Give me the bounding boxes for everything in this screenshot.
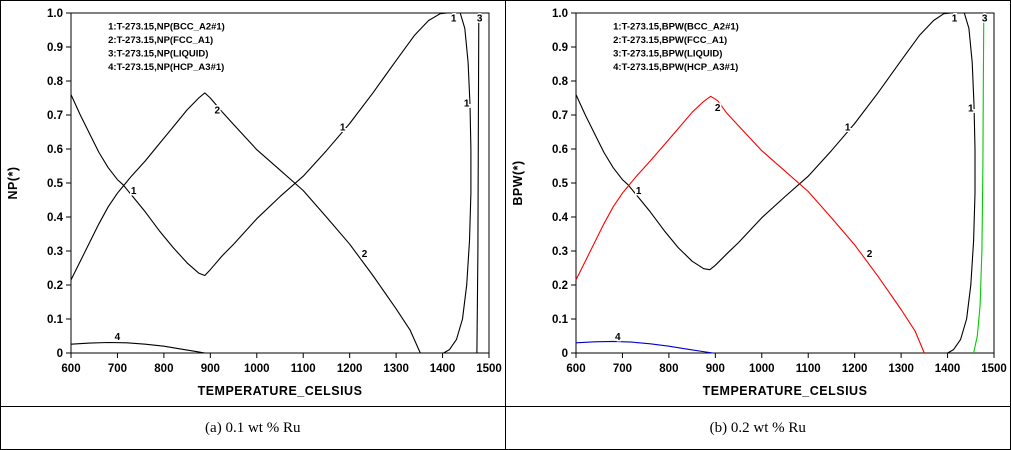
series-LIQUID <box>476 12 480 354</box>
y-tick-label: 0.6 <box>552 144 568 156</box>
x-tick-label: 1400 <box>934 363 960 375</box>
x-tick-label: 800 <box>659 363 678 375</box>
x-tick-label: 800 <box>154 363 173 375</box>
y-axis-title: BPW(*) <box>511 160 525 205</box>
y-tick-label: 0.4 <box>552 212 569 224</box>
curve-label: 1 <box>451 14 457 25</box>
x-tick-label: 1500 <box>476 363 502 375</box>
curve-label: 1 <box>464 99 470 110</box>
x-tick-label: 900 <box>201 363 220 375</box>
curve-label: 1 <box>967 104 973 115</box>
x-tick-label: 1200 <box>841 363 867 375</box>
chart-a-np-vs-temperature: 600 700 800 900 1000 1100 1200 1300 1400 1500 0 0.1… <box>6 8 502 398</box>
chart-b-cell: 600 700 800 900 1000 1100 1200 1300 1400 1500 0 0.1… <box>505 1 1010 407</box>
x-tick-label: 700 <box>612 363 631 375</box>
curve-label: 1 <box>635 186 641 197</box>
x-tick-label: 1000 <box>244 363 270 375</box>
y-tick-label: 0.9 <box>552 42 568 54</box>
x-tick-label: 600 <box>61 363 80 375</box>
y-tick-label: 0 <box>57 348 63 360</box>
y-tick-label: 0.9 <box>47 42 63 54</box>
legend-entry: 2:T-273.15,BPW(FCC_A1) <box>613 35 727 46</box>
x-tick-label: 1500 <box>981 363 1007 375</box>
y-tick-label: 0.6 <box>47 144 63 156</box>
series-BCC_A2#1 <box>70 12 472 354</box>
curve-label: 4 <box>115 332 121 343</box>
x-tick-label: 1400 <box>430 363 456 375</box>
y-tick-label: 0.2 <box>552 280 568 292</box>
y-tick-label: 0.2 <box>47 280 63 292</box>
x-tick-label: 1300 <box>888 363 914 375</box>
y-tick-label: 0 <box>561 348 567 360</box>
y-tick-label: 0.7 <box>47 110 63 122</box>
curve-label: 1 <box>951 14 957 25</box>
caption-a-text: (a) 0.1 wt % Ru <box>205 419 301 436</box>
y-tick-label: 0.1 <box>552 314 569 326</box>
curve-label: 2 <box>714 103 720 114</box>
series-HCP_A3#1 <box>575 340 713 354</box>
y-axis-title: NP(*) <box>6 166 20 199</box>
curve-label: 3 <box>477 14 483 25</box>
x-tick-label: 1100 <box>291 363 316 375</box>
y-tick-label: 0.8 <box>552 76 569 88</box>
legend-entry: 1:T-273.15,BPW(BCC_A2#1) <box>613 21 739 32</box>
y-tick-label: 1.0 <box>47 8 63 20</box>
x-tick-label: 1300 <box>383 363 409 375</box>
x-tick-label: 700 <box>108 363 127 375</box>
legend-entry: 4:T-273.15,BPW(HCP_A3#1) <box>613 62 738 73</box>
x-tick-label: 900 <box>705 363 724 375</box>
curve-label: 4 <box>615 332 621 343</box>
series-BCC_A2#1 <box>574 12 976 354</box>
x-tick-label: 1100 <box>795 363 820 375</box>
series-FCC_A1 <box>70 92 421 354</box>
x-tick-label: 1200 <box>337 363 363 375</box>
y-tick-label: 0.4 <box>47 212 64 224</box>
chart-b-bpw-vs-temperature: 600 700 800 900 1000 1100 1200 1300 1400 1500 0 0.1… <box>511 8 1007 398</box>
caption-b-text: (b) 0.2 wt % Ru <box>709 419 806 436</box>
chart-a-cell: 600 700 800 900 1000 1100 1200 1300 1400 1500 0 0.1… <box>1 1 506 407</box>
x-axis-title: TEMPERATURE_CELSIUS <box>702 384 867 398</box>
y-tick-label: 0.3 <box>47 246 63 258</box>
series-FCC_A1 <box>575 95 925 354</box>
caption-a-cell: (a) 0.1 wt % Ru <box>1 407 506 449</box>
legend-entry: 1:T-273.15,NP(BCC_A2#1) <box>108 21 225 32</box>
caption-b-cell: (b) 0.2 wt % Ru <box>505 407 1010 449</box>
series-LIQUID <box>972 12 984 354</box>
x-tick-label: 600 <box>566 363 585 375</box>
curve-label: 3 <box>981 14 987 25</box>
legend-entry: 4:T-273.15,NP(HCP_A3#1) <box>108 62 224 73</box>
y-tick-label: 0.3 <box>552 246 568 258</box>
y-tick-label: 0.1 <box>47 314 64 326</box>
y-tick-label: 0.5 <box>552 178 569 190</box>
y-tick-label: 1.0 <box>552 8 568 20</box>
curve-label: 2 <box>866 249 872 260</box>
x-tick-label: 1000 <box>748 363 774 375</box>
curve-label: 1 <box>844 122 850 133</box>
y-tick-label: 0.7 <box>552 110 568 122</box>
legend-entry: 3:T-273.15,BPW(LIQUID) <box>613 48 722 59</box>
y-tick-label: 0.5 <box>47 178 64 190</box>
curve-label: 1 <box>131 186 137 197</box>
legend-entry: 3:T-273.15,NP(LIQUID) <box>108 48 208 59</box>
legend-entry: 2:T-273.15,NP(FCC_A1) <box>108 35 213 46</box>
y-tick-label: 0.8 <box>47 76 64 88</box>
curve-label: 1 <box>340 122 346 133</box>
x-axis-title: TEMPERATURE_CELSIUS <box>198 384 363 398</box>
curve-label: 2 <box>362 249 368 260</box>
curve-label: 2 <box>215 105 221 116</box>
series-HCP_A3#1 <box>70 341 205 354</box>
